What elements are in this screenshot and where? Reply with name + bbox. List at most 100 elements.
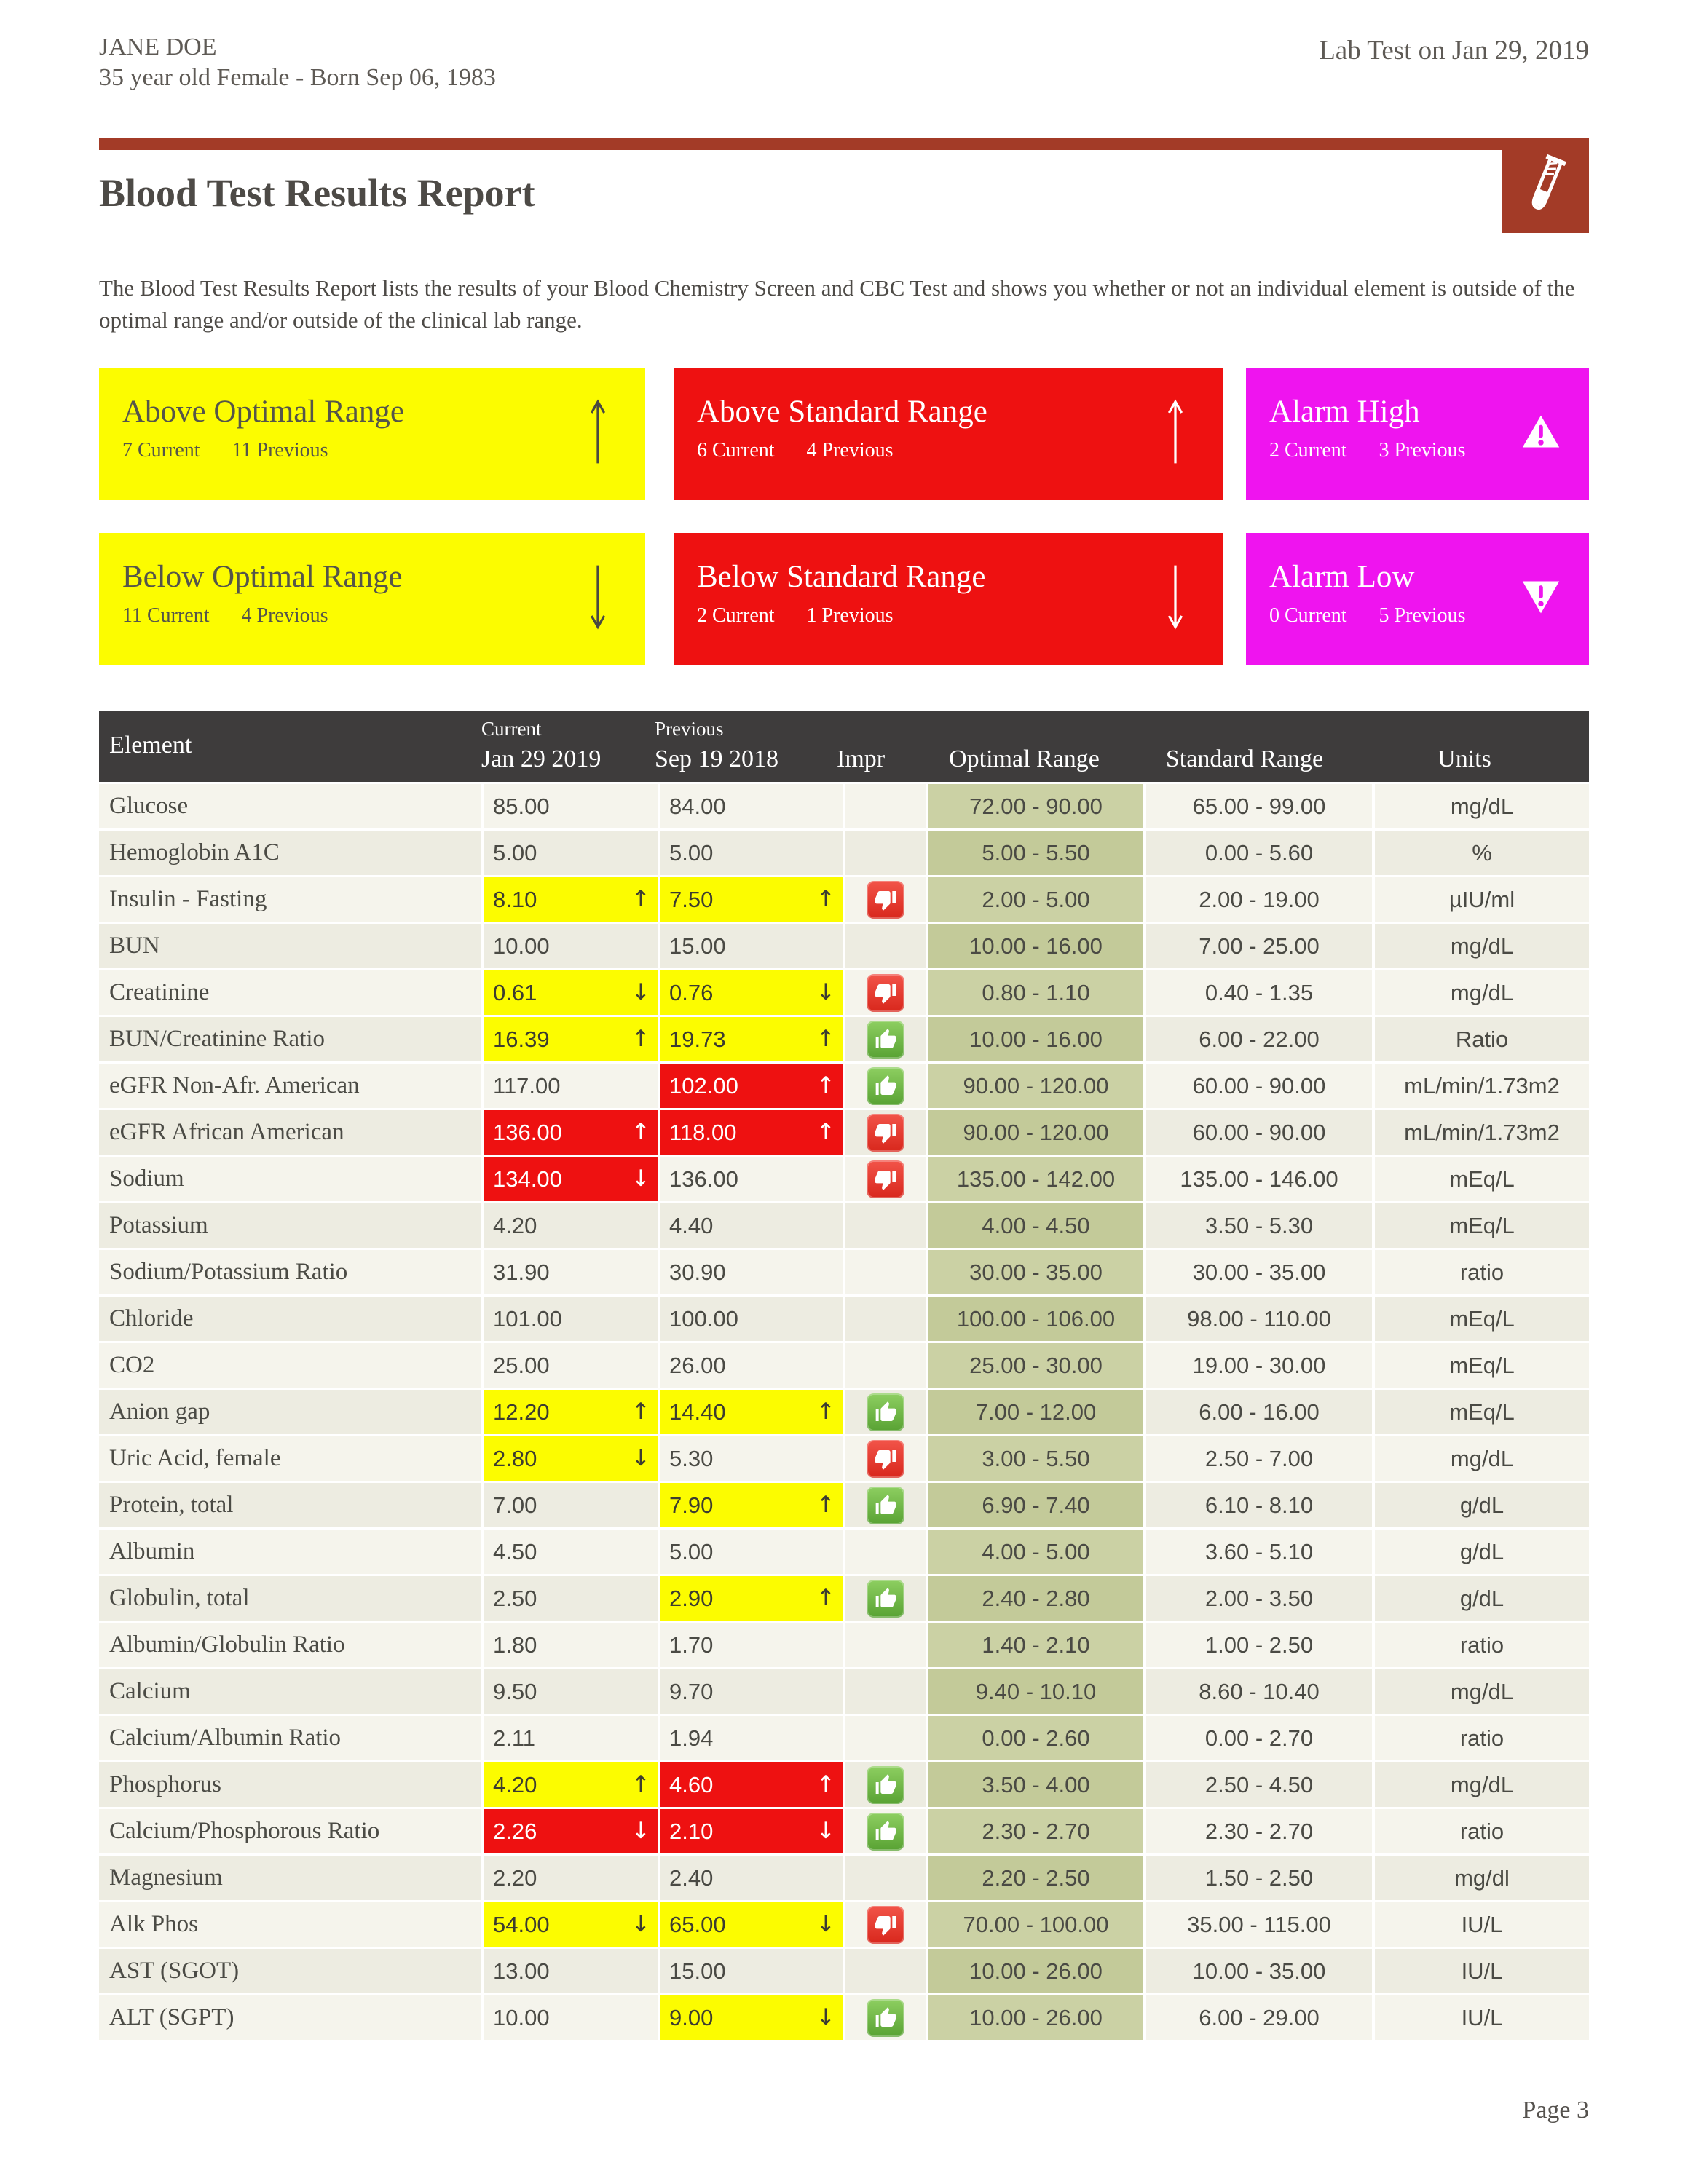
element-name-cell: Phosphorus	[99, 1762, 481, 1807]
improvement-cell	[845, 1110, 926, 1155]
current-value: 5.00	[493, 840, 537, 866]
summary-box-above-optimal: Above Optimal Range 7 Current 11 Previous	[99, 368, 645, 500]
standard-range-cell: 19.00 - 30.00	[1146, 1343, 1372, 1388]
units-cell: IU/L	[1375, 1995, 1589, 2040]
table-row: Calcium 9.50 9.70 9.40 - 10.10 8.60 - 10.40 m…	[99, 1669, 1589, 1714]
improvement-cell	[845, 1809, 926, 1853]
standard-range-cell: 0.00 - 5.60	[1146, 831, 1372, 875]
current-value-cell: 0.61 ↓	[484, 970, 658, 1015]
current-value-cell: 85.00	[484, 784, 658, 828]
current-value: 16.39	[493, 1026, 550, 1052]
optimal-range-cell: 2.40 - 2.80	[928, 1576, 1143, 1621]
table-row: Albumin/Globulin Ratio 1.80 1.70 1.40 - 2.1…	[99, 1623, 1589, 1667]
optimal-range-cell: 90.00 - 120.00	[928, 1064, 1143, 1108]
summary-box-counts: 11 Current 4 Previous	[122, 604, 645, 628]
previous-value: 7.90	[669, 1492, 714, 1518]
improvement-cell	[845, 1902, 926, 1947]
previous-value-cell: 9.00 ↓	[660, 1995, 843, 2040]
column-header-units: Units	[1437, 745, 1491, 772]
current-value: 4.20	[493, 1213, 537, 1238]
current-value-cell: 134.00 ↓	[484, 1157, 658, 1201]
current-value: 54.00	[493, 1912, 550, 1937]
previous-value-cell: 14.40 ↑	[660, 1390, 843, 1434]
current-value: 2.26	[493, 1819, 537, 1844]
units-cell: ratio	[1375, 1716, 1589, 1760]
current-value-cell: 2.80 ↓	[484, 1436, 658, 1481]
standard-range-cell: 0.40 - 1.35	[1146, 970, 1372, 1015]
count-previous: 5 Previous	[1379, 604, 1466, 627]
table-row: Sodium 134.00 ↓ 136.00 135.00 - 142.00 135.00…	[99, 1157, 1589, 1201]
current-value-cell: 2.11	[484, 1716, 658, 1760]
up-trend-arrow-icon: ↑	[816, 1026, 835, 1052]
current-value-cell: 12.20 ↑	[484, 1390, 658, 1434]
optimal-range-cell: 2.20 - 2.50	[928, 1856, 1143, 1900]
improvement-cell	[845, 1203, 926, 1248]
current-value-cell: 2.20	[484, 1856, 658, 1900]
thumbs-down-icon	[867, 1439, 904, 1478]
current-value: 2.80	[493, 1446, 537, 1471]
standard-range-cell: 1.50 - 2.50	[1146, 1856, 1372, 1900]
current-value-cell: 16.39 ↑	[484, 1017, 658, 1061]
standard-range-cell: 2.00 - 3.50	[1146, 1576, 1372, 1621]
table-row: Uric Acid, female 2.80 ↓ 5.30 3.00 - 5.50 2.5…	[99, 1436, 1589, 1481]
down-trend-arrow-icon: ↓	[631, 1166, 650, 1192]
summary-box-counts: 6 Current 4 Previous	[697, 439, 1223, 462]
thumbs-up-icon	[867, 1812, 904, 1851]
up-trend-arrow-icon: ↑	[816, 1585, 835, 1611]
table-row: Sodium/Potassium Ratio 31.90 30.90 30.00 - …	[99, 1250, 1589, 1294]
lab-test-date: Lab Test on Jan 29, 2019	[1319, 36, 1589, 66]
standard-range-cell: 6.10 - 8.10	[1146, 1483, 1372, 1527]
improvement-cell	[845, 1483, 926, 1527]
count-previous: 1 Previous	[806, 604, 894, 627]
thumbs-up-icon	[867, 1998, 904, 2037]
previous-value-cell: 19.73 ↑	[660, 1017, 843, 1061]
element-name-cell: Insulin - Fasting	[99, 877, 481, 922]
up-trend-arrow-icon: ↑	[631, 1119, 650, 1145]
previous-value-cell: 0.76 ↓	[660, 970, 843, 1015]
units-cell: g/dL	[1375, 1530, 1589, 1574]
current-value: 2.20	[493, 1865, 537, 1891]
standard-range-cell: 1.00 - 2.50	[1146, 1623, 1372, 1667]
improvement-cell	[845, 1436, 926, 1481]
standard-range-cell: 35.00 - 115.00	[1146, 1902, 1372, 1947]
current-value-cell: 4.20 ↑	[484, 1762, 658, 1807]
current-value: 2.11	[493, 1725, 536, 1751]
previous-value: 15.00	[669, 933, 726, 959]
summary-box-title: Below Standard Range	[697, 560, 986, 594]
current-value: 117.00	[493, 1073, 561, 1099]
units-cell: mg/dL	[1375, 924, 1589, 968]
current-value: 12.20	[493, 1399, 550, 1425]
element-name-cell: Anion gap	[99, 1390, 481, 1434]
current-value-cell: 4.20	[484, 1203, 658, 1248]
improvement-cell	[845, 1390, 926, 1434]
current-value-cell: 7.00	[484, 1483, 658, 1527]
down-trend-arrow-icon: ↓	[816, 1911, 835, 1937]
current-value-cell: 54.00 ↓	[484, 1902, 658, 1947]
previous-value-cell: 65.00 ↓	[660, 1902, 843, 1947]
previous-value-cell: 2.10 ↓	[660, 1809, 843, 1853]
current-value: 31.90	[493, 1259, 550, 1285]
element-name-cell: eGFR African American	[99, 1110, 481, 1155]
count-previous: 3 Previous	[1379, 439, 1466, 462]
optimal-range-cell: 2.30 - 2.70	[928, 1809, 1143, 1853]
current-value: 25.00	[493, 1353, 550, 1378]
units-cell: mg/dL	[1375, 970, 1589, 1015]
optimal-range-cell: 72.00 - 90.00	[928, 784, 1143, 828]
table-row: BUN/Creatinine Ratio 16.39 ↑ 19.73 ↑ 10.00 - …	[99, 1017, 1589, 1061]
previous-date: Sep 19 2018	[655, 745, 778, 772]
current-value-cell: 9.50	[484, 1669, 658, 1714]
units-cell: g/dL	[1375, 1576, 1589, 1621]
thumbs-up-icon	[867, 1765, 904, 1804]
summary-box-title: Alarm Low	[1269, 560, 1415, 594]
up-arrow-icon	[588, 394, 607, 473]
standard-range-cell: 60.00 - 90.00	[1146, 1110, 1372, 1155]
thumbs-down-icon	[867, 973, 904, 1012]
summary-box-below-standard: Below Standard Range 2 Current 1 Previous	[674, 533, 1223, 665]
element-name-cell: Globulin, total	[99, 1576, 481, 1621]
count-previous: 11 Previous	[232, 439, 328, 462]
improvement-cell	[845, 1157, 926, 1201]
optimal-range-cell: 10.00 - 26.00	[928, 1949, 1143, 1993]
optimal-range-cell: 4.00 - 5.00	[928, 1530, 1143, 1574]
optimal-range-cell: 10.00 - 26.00	[928, 1995, 1143, 2040]
previous-value: 5.30	[669, 1446, 714, 1471]
